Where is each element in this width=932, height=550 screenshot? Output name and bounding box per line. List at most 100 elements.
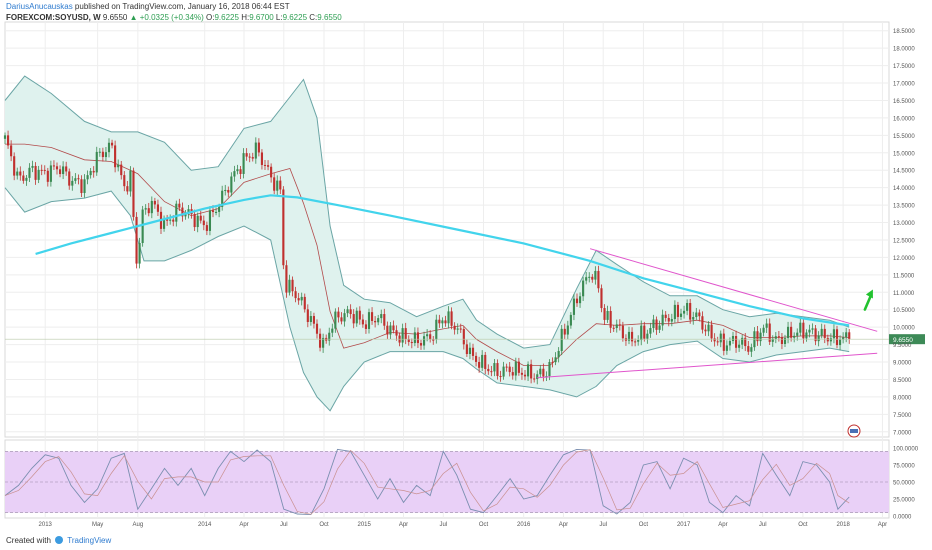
event-badge-flag [850,429,858,433]
candle-body [621,325,624,339]
candle-body [181,207,184,217]
time-tick-label: Jul [599,522,607,528]
candle-body [62,166,65,175]
candle-body [566,325,569,335]
close-label: C: [309,13,318,22]
candle-body [588,276,591,278]
candle-body [627,331,631,341]
candle-body [334,311,337,329]
triangle-trendlines [537,248,878,379]
candle-body [426,334,429,337]
time-axis[interactable]: 2013 May Aug 2014 Apr Jul Oct 2015 Apr Jul Oct 2016… [39,522,888,528]
candle-body [395,330,398,336]
candle-body [318,333,322,348]
candle-body [422,336,426,346]
up-arrow-head [865,289,873,299]
band-basis [5,143,850,366]
time-tick-label: Apr [239,522,248,528]
candle-body [86,175,89,180]
candle-body [107,142,111,153]
candle-body [126,186,129,192]
candle-body [16,171,19,176]
price-axis[interactable]: 7.0000 7.5000 8.0000 8.5000 9.0000 9.5000 10.0… [893,29,915,436]
candle-body [832,329,836,339]
author-link[interactable]: DariusAnucauskas [6,2,73,11]
candle-body [701,316,704,330]
footer: Created with TradingView [6,536,111,545]
price-tick-label: 10.5000 [893,308,915,314]
candle-body [370,312,374,321]
candle-body [811,328,814,330]
price-tick-label: 7.5000 [893,413,912,419]
bollinger-bands [4,75,850,412]
candle-body [759,332,762,342]
candle-body [658,325,661,330]
candle-body [786,326,790,339]
candle-body [58,169,62,175]
candle-body [780,337,784,344]
stoch-tick-label: 0.0000 [893,515,912,521]
candle-body [349,309,352,315]
candle-body [31,165,34,168]
candle-body [101,151,104,158]
candle-body [129,170,132,192]
time-tick-label: Oct [479,522,489,528]
price-tick-label: 12.0000 [893,256,915,262]
candle-body [471,347,475,356]
candle-body [826,337,829,342]
candle-body [517,361,520,373]
price-tick-label: 15.0000 [893,151,915,157]
candle-body [407,339,410,343]
candle-body [725,345,728,351]
candle-body [664,314,667,318]
candle-body [132,170,135,217]
candle-body [835,329,839,346]
candle-body [303,296,306,310]
candle-body [802,322,805,339]
candle-body [582,280,585,297]
created-with-text: Created with [6,536,51,545]
candle-body [208,210,212,231]
tradingview-brand[interactable]: TradingView [67,536,112,545]
candle-body [560,328,563,351]
candle-body [673,304,676,320]
price-tick-label: 17.5000 [893,64,915,70]
publish-line: DariusAnucauskas published on TradingVie… [6,2,290,11]
candle-body [120,164,123,176]
band-upper [4,75,850,349]
candle-body [187,209,190,214]
price-tick-label: 17.0000 [893,82,915,88]
candle-body [230,176,233,193]
candle-body [728,340,732,346]
candle-body [144,208,147,210]
low-label: L: [275,13,283,22]
candle-body [578,296,582,304]
candle-body [557,350,560,358]
candle-body [719,333,722,343]
time-tick-label: May [92,522,103,528]
published-text: published on TradingView.com, January 16… [72,2,290,11]
candle-body [193,214,196,228]
candle-body [438,319,441,324]
candle-body [765,323,768,328]
time-tick-label: 2016 [517,522,531,528]
candle-body [762,327,765,333]
band-lower [4,187,850,412]
candle-body [465,344,468,355]
open-value: 9.6225 [214,13,239,22]
candle-body [484,354,487,369]
candle-body [221,190,224,207]
candle-body [817,335,820,342]
candle-body [288,279,291,293]
candle-body [404,328,407,340]
candle-body [199,215,202,221]
price-tag-label: 9.6550 [893,337,913,344]
candle-body [738,344,741,348]
candle-body [640,325,643,341]
candle-body [707,324,710,332]
price-change: ▲ +0.0325 (+0.34%) [129,13,204,22]
candle-body [682,310,686,314]
candle-body [392,325,395,331]
candle-body [563,328,566,335]
